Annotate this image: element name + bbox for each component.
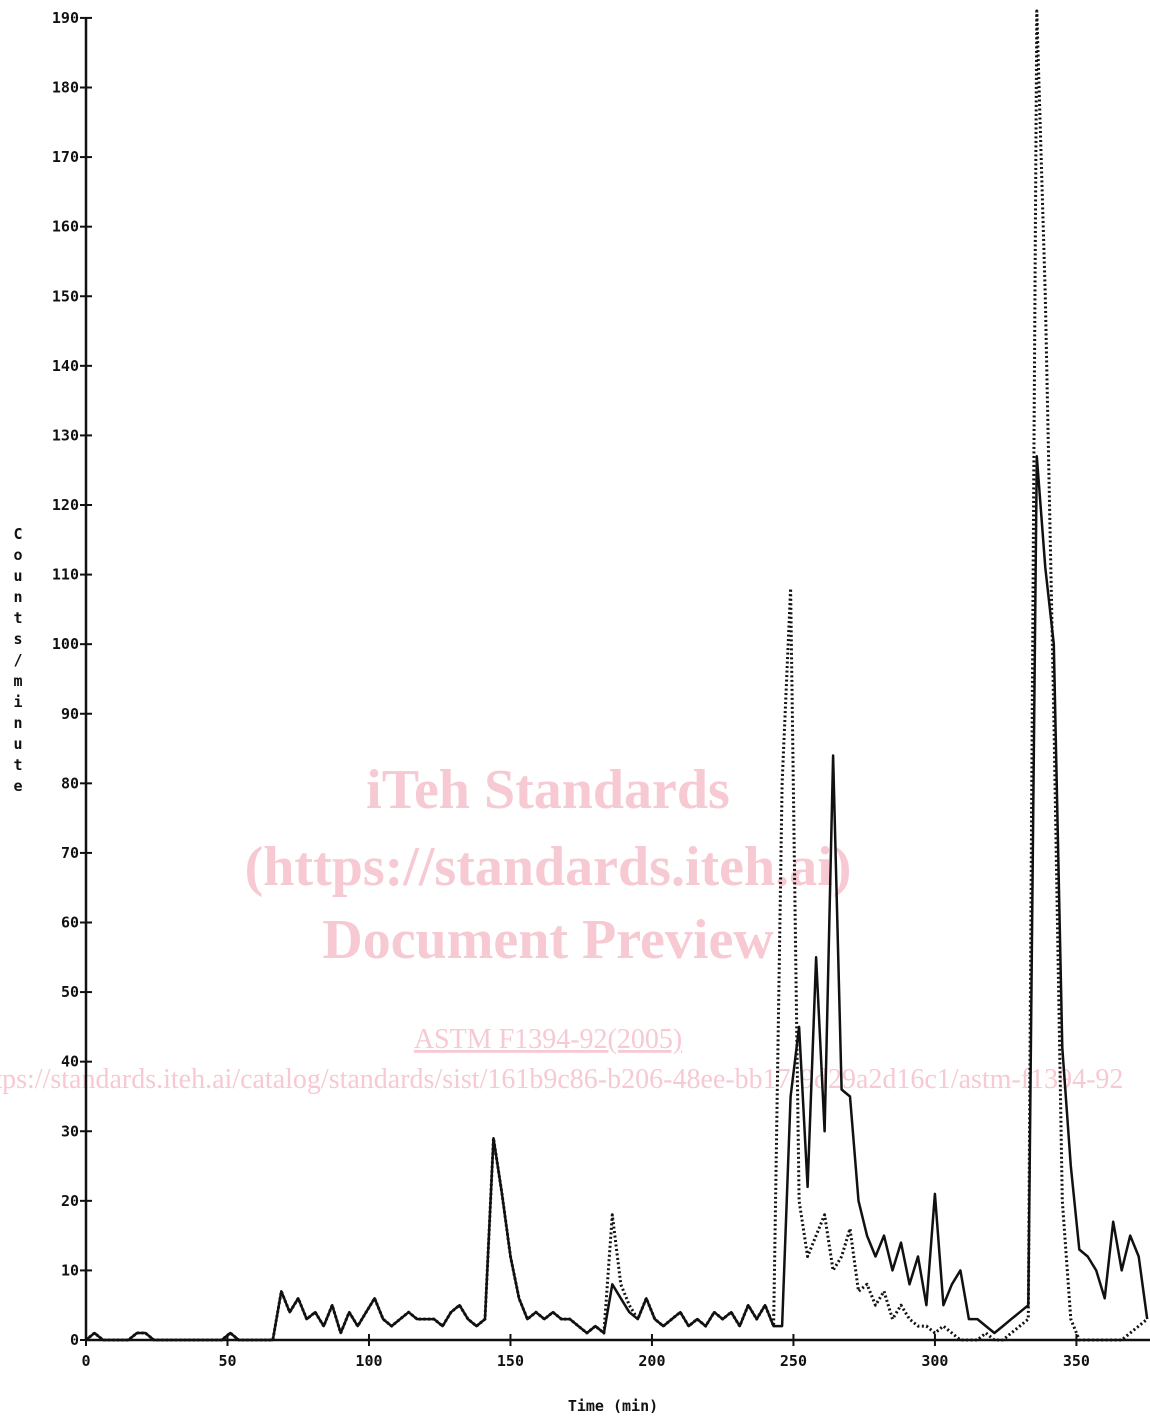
- x-tick-label: 200: [638, 1352, 665, 1370]
- y-tick-label: 100: [52, 635, 79, 653]
- y-tick-label: 160: [52, 218, 79, 236]
- y-tick-label: 170: [52, 148, 79, 166]
- y-tick-label: 60: [61, 914, 79, 932]
- watermark: (https://standards.iteh.ai): [245, 836, 852, 898]
- watermark: iTeh Standards: [366, 759, 730, 821]
- x-tick-label: 250: [780, 1352, 807, 1370]
- x-tick-label: 150: [497, 1352, 524, 1370]
- watermark: Document Preview: [322, 909, 774, 971]
- x-tick-label: 50: [218, 1352, 236, 1370]
- y-tick-label: 120: [52, 496, 79, 514]
- y-tick-label: 50: [61, 983, 79, 1001]
- series-line: [85, 9, 1149, 1342]
- y-tick-label: 130: [52, 426, 79, 444]
- y-axis-label: Counts/minute: [9, 525, 27, 798]
- y-tick-label: 110: [52, 566, 79, 584]
- y-tick-label: 190: [52, 9, 79, 27]
- y-tick-label: 90: [61, 705, 79, 723]
- y-tick-label: 10: [61, 1261, 79, 1279]
- y-tick-label: 30: [61, 1122, 79, 1140]
- y-tick-label: 0: [70, 1331, 79, 1349]
- x-tick-label: 350: [1063, 1352, 1090, 1370]
- watermark-link: ASTM F1394-92(2005): [414, 1024, 682, 1055]
- y-tick-label: 40: [61, 1053, 79, 1071]
- series-line: [85, 455, 1149, 1342]
- y-tick-label: 70: [61, 844, 79, 862]
- y-tick-label: 140: [52, 357, 79, 375]
- y-tick-label: 150: [52, 287, 79, 305]
- watermark-url: https://standards.iteh.ai/catalog/standa…: [0, 1064, 1123, 1095]
- x-tick-label: 300: [921, 1352, 948, 1370]
- y-tick-label: 80: [61, 774, 79, 792]
- x-tick-label: 100: [355, 1352, 382, 1370]
- y-tick-label: 180: [52, 79, 79, 97]
- x-tick-label: 0: [81, 1352, 90, 1370]
- x-axis-label: Time (min): [568, 1397, 658, 1415]
- y-tick-label: 20: [61, 1192, 79, 1210]
